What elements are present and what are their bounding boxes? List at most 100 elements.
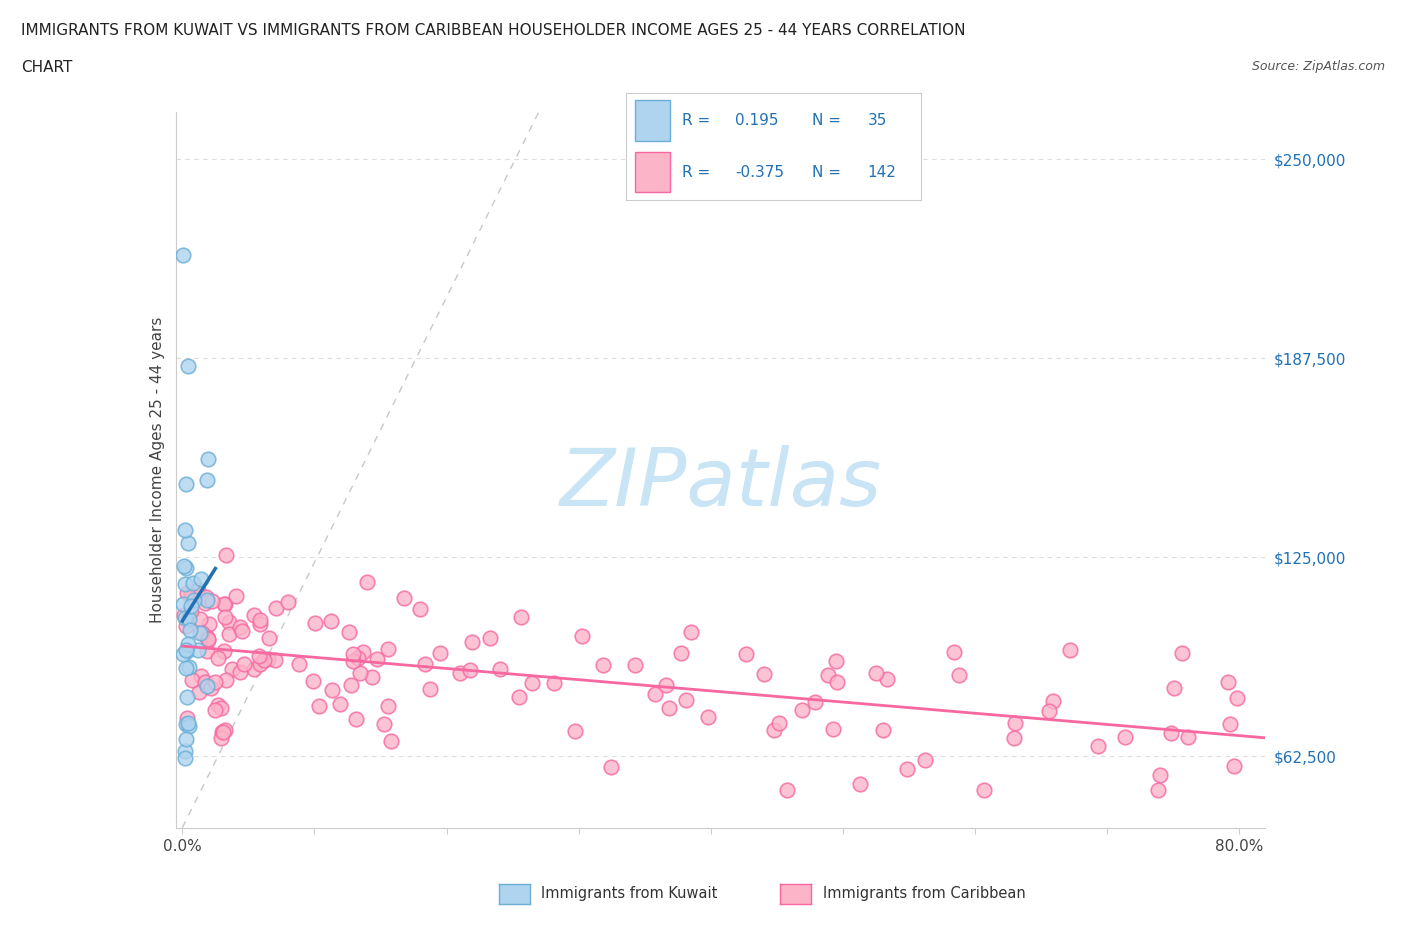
Point	[329, 697, 352, 711]
Point	[221, 661, 243, 676]
Point	[510, 610, 533, 625]
Point	[288, 657, 311, 671]
Point	[174, 476, 197, 491]
Point	[176, 689, 198, 704]
Point	[1226, 691, 1249, 706]
Text: CHART: CHART	[21, 60, 73, 75]
Point	[599, 760, 621, 775]
Point	[413, 657, 436, 671]
Point	[176, 359, 198, 374]
Point	[197, 679, 219, 694]
Point	[200, 593, 222, 608]
Point	[176, 644, 198, 658]
Point	[380, 734, 402, 749]
Point	[229, 664, 252, 679]
Point	[209, 731, 232, 746]
Point	[176, 585, 198, 600]
Point	[195, 592, 218, 607]
Point	[644, 686, 666, 701]
Point	[249, 612, 271, 627]
Point	[1038, 703, 1060, 718]
Point	[214, 673, 236, 688]
Point	[790, 702, 813, 717]
Point	[243, 662, 266, 677]
Point	[872, 723, 894, 737]
Point	[174, 717, 197, 732]
Point	[865, 665, 887, 680]
Point	[218, 627, 240, 642]
Point	[948, 668, 970, 683]
Point	[174, 660, 197, 675]
Point	[304, 616, 326, 631]
Text: Immigrants from Kuwait: Immigrants from Kuwait	[541, 886, 717, 901]
Point	[191, 625, 214, 640]
Point	[174, 611, 197, 626]
Point	[1004, 716, 1026, 731]
Point	[508, 689, 530, 704]
Point	[377, 699, 399, 714]
Point	[188, 626, 211, 641]
Point	[592, 658, 614, 672]
Point	[1218, 674, 1240, 689]
Text: 35: 35	[868, 113, 887, 128]
Point	[225, 589, 247, 604]
Point	[233, 657, 256, 671]
Point	[752, 667, 775, 682]
Point	[478, 631, 501, 646]
Point	[848, 777, 870, 791]
Point	[943, 644, 966, 659]
Point	[249, 617, 271, 631]
Point	[207, 698, 229, 713]
Point	[658, 701, 681, 716]
Point	[231, 623, 253, 638]
FancyBboxPatch shape	[634, 100, 669, 141]
Point	[914, 752, 936, 767]
Text: R =: R =	[682, 113, 710, 128]
Point	[177, 659, 200, 674]
Point	[301, 673, 323, 688]
Point	[1219, 717, 1241, 732]
Point	[183, 592, 205, 607]
Point	[377, 642, 399, 657]
Point	[181, 672, 204, 687]
Point	[571, 629, 593, 644]
Point	[204, 703, 226, 718]
Text: 142: 142	[868, 165, 897, 179]
Point	[308, 698, 330, 713]
Point	[804, 694, 827, 709]
Point	[669, 645, 692, 660]
Point	[173, 743, 195, 758]
Point	[1163, 681, 1185, 696]
Point	[218, 615, 240, 630]
FancyBboxPatch shape	[634, 152, 669, 193]
Point	[1222, 759, 1244, 774]
Point	[624, 658, 647, 672]
Point	[697, 710, 720, 724]
Point	[176, 711, 198, 726]
Point	[896, 762, 918, 777]
Point	[173, 607, 195, 622]
Point	[340, 677, 363, 692]
Point	[195, 630, 218, 644]
Point	[187, 643, 209, 658]
Point	[361, 670, 384, 684]
Point	[179, 622, 201, 637]
Point	[277, 594, 299, 609]
Point	[187, 583, 209, 598]
Point	[197, 644, 219, 658]
Point	[172, 247, 194, 262]
Point	[1002, 731, 1025, 746]
Point	[763, 722, 786, 737]
Point	[257, 631, 280, 645]
Point	[209, 700, 232, 715]
Point	[409, 602, 432, 617]
Point	[214, 610, 236, 625]
Point	[449, 666, 471, 681]
Text: 0.195: 0.195	[735, 113, 779, 128]
Point	[200, 680, 222, 695]
Point	[194, 674, 217, 689]
Text: ZIPatlas: ZIPatlas	[560, 445, 882, 523]
Point	[1177, 729, 1199, 744]
Point	[174, 561, 197, 576]
Point	[197, 632, 219, 647]
